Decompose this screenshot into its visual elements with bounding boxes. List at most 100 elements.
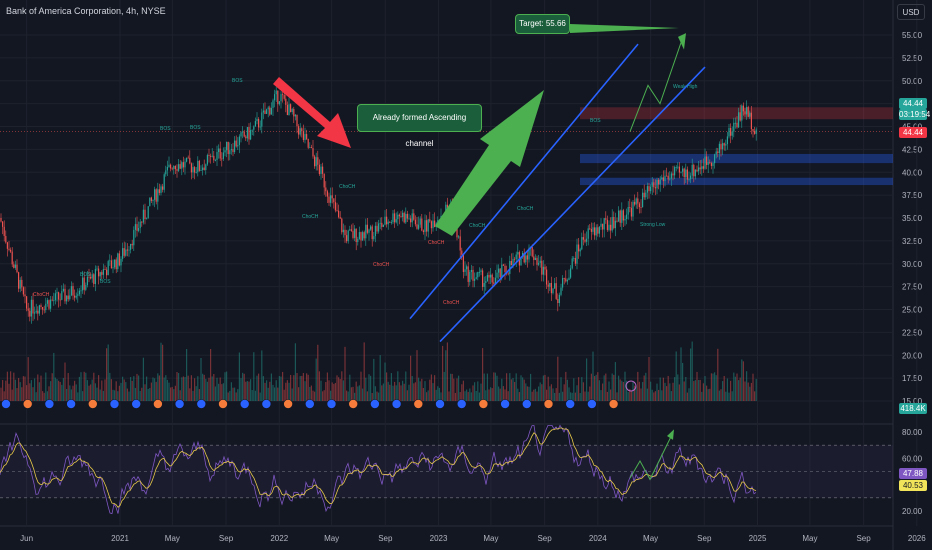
- candle-body: [611, 216, 613, 231]
- volume-bar: [547, 376, 549, 401]
- time-tick-label: 2025: [749, 534, 767, 543]
- candle-body: [102, 269, 104, 275]
- volume-bar: [141, 387, 143, 401]
- candle-body: [26, 296, 28, 309]
- candle-body: [147, 206, 149, 219]
- candle-body: [349, 229, 351, 231]
- symbol-title[interactable]: Bank of America Corporation, 4h, NYSE: [6, 6, 166, 16]
- candle-body: [426, 220, 428, 232]
- volume-bar: [186, 348, 188, 401]
- candle-body: [171, 168, 173, 170]
- volume-bar: [600, 390, 602, 401]
- candles-group: [0, 87, 757, 401]
- candle-body: [736, 122, 738, 128]
- volume-bar: [160, 342, 162, 401]
- candle-body: [27, 308, 29, 311]
- volume-bar: [480, 383, 482, 401]
- red-down-arrow: [273, 77, 351, 148]
- candle-body: [712, 163, 714, 166]
- target-pointer: [570, 24, 679, 33]
- volume-bar: [720, 389, 722, 401]
- volume-bar: [707, 389, 709, 401]
- volume-bar: [475, 391, 477, 401]
- volume-bar: [467, 391, 469, 401]
- volume-bar: [269, 381, 271, 401]
- candle-body: [728, 127, 730, 137]
- candle-body: [72, 286, 74, 296]
- candle-body: [605, 218, 607, 220]
- candle-body: [8, 248, 10, 250]
- volume-bar: [182, 376, 184, 401]
- volume-bar: [509, 373, 511, 401]
- currency-button[interactable]: USD: [897, 4, 925, 20]
- candle-body: [363, 232, 365, 239]
- volume-bar: [688, 388, 690, 401]
- candle-body: [283, 95, 285, 99]
- volume-bar: [270, 373, 272, 401]
- candle-body: [669, 178, 671, 180]
- candle-body: [651, 182, 653, 187]
- volume-bar: [72, 385, 74, 401]
- volume-bar: [254, 390, 256, 401]
- volume-bar: [390, 373, 392, 401]
- candle-body: [422, 230, 424, 232]
- volume-bar: [440, 392, 442, 401]
- volume-bar: [469, 388, 471, 401]
- volume-bar: [643, 375, 645, 401]
- candle-body: [462, 254, 464, 272]
- volume-bar: [486, 373, 488, 401]
- candle-body: [395, 219, 397, 223]
- volume-bar: [166, 379, 168, 401]
- price-tick-label: 42.50: [902, 145, 923, 154]
- price-tick-label: 17.50: [902, 374, 923, 383]
- candle-body: [550, 282, 552, 294]
- volume-bar: [413, 383, 415, 401]
- candle-body: [245, 136, 247, 139]
- candle-body: [168, 164, 170, 167]
- volume-bar: [394, 381, 396, 401]
- candle-body: [152, 199, 154, 201]
- channel-annotation: Already formed Ascending channel: [357, 104, 482, 148]
- candle-body: [472, 269, 474, 281]
- candle-body: [693, 164, 695, 177]
- candle-body: [125, 249, 127, 256]
- candle-body: [200, 170, 202, 171]
- volume-bar: [464, 391, 466, 401]
- candle-body: [360, 232, 362, 241]
- volume-bar: [299, 375, 301, 401]
- volume-bar: [144, 384, 146, 401]
- volume-bar: [387, 381, 389, 401]
- volume-bar: [520, 375, 522, 401]
- volume-bar: [106, 348, 108, 401]
- event-marker: [304, 399, 315, 409]
- candle-body: [670, 173, 672, 179]
- candle-body: [115, 259, 117, 270]
- candle-body: [672, 173, 674, 176]
- volume-bar: [706, 385, 708, 401]
- volume-bar: [8, 383, 10, 401]
- volume-bar: [627, 391, 629, 401]
- candle-body: [314, 156, 316, 167]
- volume-bar: [542, 375, 544, 401]
- candle-body: [78, 290, 80, 295]
- candle-body: [654, 187, 656, 189]
- volume-bar: [581, 377, 583, 401]
- candle-body: [346, 235, 348, 242]
- volume-bar: [150, 382, 152, 401]
- event-marker: [348, 399, 359, 409]
- structure-label: ChoCH: [469, 223, 486, 229]
- volume-bar: [338, 377, 340, 401]
- volume-bar: [656, 383, 658, 401]
- volume-bar: [43, 392, 45, 401]
- candle-body: [240, 132, 242, 137]
- volume-bar: [709, 388, 711, 401]
- candle-body: [310, 147, 312, 149]
- candle-body: [398, 214, 400, 217]
- candle-body: [182, 162, 184, 168]
- volume-bar: [555, 388, 557, 401]
- candle-body: [130, 243, 132, 250]
- volume-bar: [541, 384, 543, 401]
- candle-body: [562, 278, 564, 288]
- volume-bar: [133, 376, 135, 401]
